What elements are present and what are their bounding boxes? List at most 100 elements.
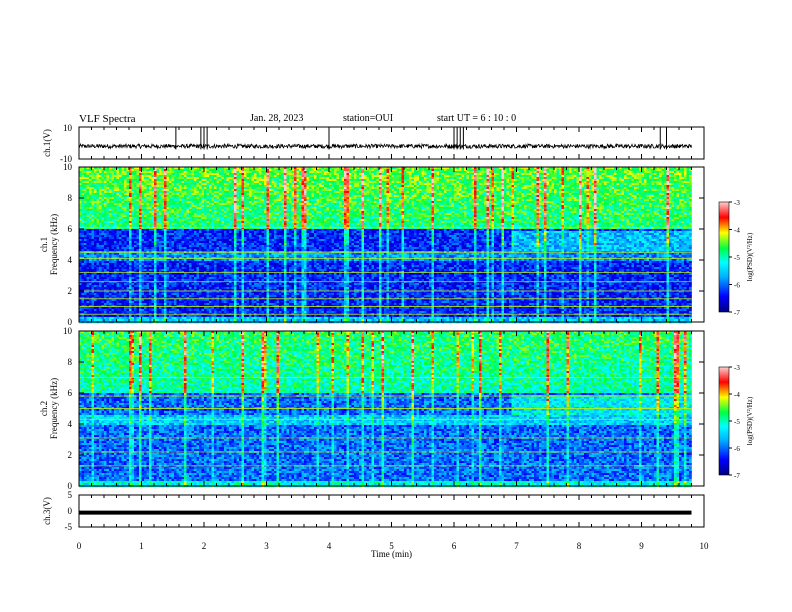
ch1-spec-cell [234,213,237,216]
ch1-spec-cell [171,173,175,176]
ch1-spec-cell [149,279,152,282]
ch1-spec-cell [161,195,165,198]
ch1-spec-cell [101,265,105,268]
ch1-ylabel: ch.1(V) [42,129,52,157]
ch1-spec-cell [174,229,177,232]
ch1-spec-cell [174,205,177,208]
ch1-spec-cell [191,261,195,264]
ch1-spec-cell [199,293,202,296]
ch1-spec-cell [189,243,192,246]
ch1-spec-cell [149,191,152,194]
ch1-spec-cell [86,185,90,188]
ch1-spec-cell [194,243,197,246]
ch1-spec-cell [126,263,130,266]
ch1-spec-cell [196,287,200,290]
ch1-spec-cell [166,207,170,210]
ch1-spec-cell [211,297,215,300]
ch1-spec-cell [129,185,132,188]
ch1-spec-cell [169,195,172,198]
ch1-spec-cell [214,243,217,246]
ch1-spec-cell [141,217,145,220]
ch1-spec-cell [189,201,192,204]
ch1-spec-cell [191,191,195,194]
ch1-spec-cell [219,283,222,286]
ch1-spec-cell [184,287,187,290]
ch1-spec-cell [166,177,170,180]
ch1-spec-cell [154,319,157,322]
ch1-spec-cell [79,297,82,300]
ch1-spec-cell [211,193,215,196]
ch1-spec-cell [91,221,95,224]
ch1-spec-cell [146,241,150,244]
ch1-spec-cell [161,285,165,288]
ch1-spec-cell [156,301,160,304]
ch1-spec-cell [201,215,205,218]
ch1-spec-cell [146,297,150,300]
ch1-spec-cell [214,191,217,194]
ch1-spec-cell [144,195,147,198]
ch1-spec-cell [141,241,145,244]
ch1-spec-cell [134,187,137,190]
ch1-spec-cell [144,269,147,272]
ch1-spec-cell [109,261,112,264]
ch1-spec-cell [214,193,217,196]
ch1-spec-cell [226,189,230,192]
ch1-spec-cell [191,197,195,200]
ch1-spec-cell [94,277,97,280]
ch1-spec-cell [191,309,195,312]
ch1-spec-cell [109,171,112,174]
ch1-spec-cell [139,211,142,214]
ch1-spec-cell [144,285,147,288]
ch1-spec-cell [174,287,177,290]
ch1-spec-cell [231,259,235,262]
ch1-spec-cell [214,253,217,256]
ch1-spec-cell [156,245,160,248]
ch1-spec-cell [99,185,102,188]
ch1-spec-cell [146,275,150,278]
ch1-spec-cell [126,315,130,318]
ch1-spec-cell [154,177,157,180]
ch1-spec-cell [179,289,182,292]
ch1-spec-cell [206,209,210,212]
ch1-spec-cell [91,231,95,234]
ch1-spec-cell [154,267,157,270]
ch1-spec-cell [101,315,105,318]
ch1-spec-cell [199,253,202,256]
ch1-spec-cell [101,225,105,228]
ch1-spec-cell [126,171,130,174]
ch1-spec-cell [214,221,217,224]
ch1-spec-cell [99,177,102,180]
ch1-spec-cell [134,171,137,174]
ch1-spec-cell [159,317,162,320]
ch1-spec-cell [156,247,160,250]
ch1-spec-cell [184,235,187,238]
ch1-spec-cell [231,225,235,228]
ch1-spec-cell [196,185,200,188]
ch1-spec-cell [124,285,127,288]
ch1-spec-cell [209,263,212,266]
ch1-spec-cell [174,233,177,236]
ch1-spec-cell [101,213,105,216]
ch1-spec-cell [84,171,87,174]
ch1-spec-cell [196,209,200,212]
ch1-spec-cell [134,217,137,220]
ch1-spec-cell [141,231,145,234]
ch1-spec-cell [234,239,237,242]
ch1-spec-cell [86,217,90,220]
ch1-spec-cell [224,201,227,204]
ch1-spec-cell [129,243,132,246]
ch1-spec-cell [214,169,217,172]
ch1-spec-cell [144,219,147,222]
ch1-spec-cell [219,227,222,230]
ch1-spec-cell [229,217,232,220]
ch1-spec-cell [211,217,215,220]
ch1-spec-cell [94,175,97,178]
ch1-spec-cell [89,249,92,252]
ch1-spec-cell [136,197,140,200]
ch1-spec-cell [109,277,112,280]
ch1-spec-cell [136,181,140,184]
ch1-spec-cell [214,215,217,218]
ch1-spec-cell [99,219,102,222]
ch1-spec-cell [229,215,232,218]
ch1-spec-cell [111,217,115,220]
